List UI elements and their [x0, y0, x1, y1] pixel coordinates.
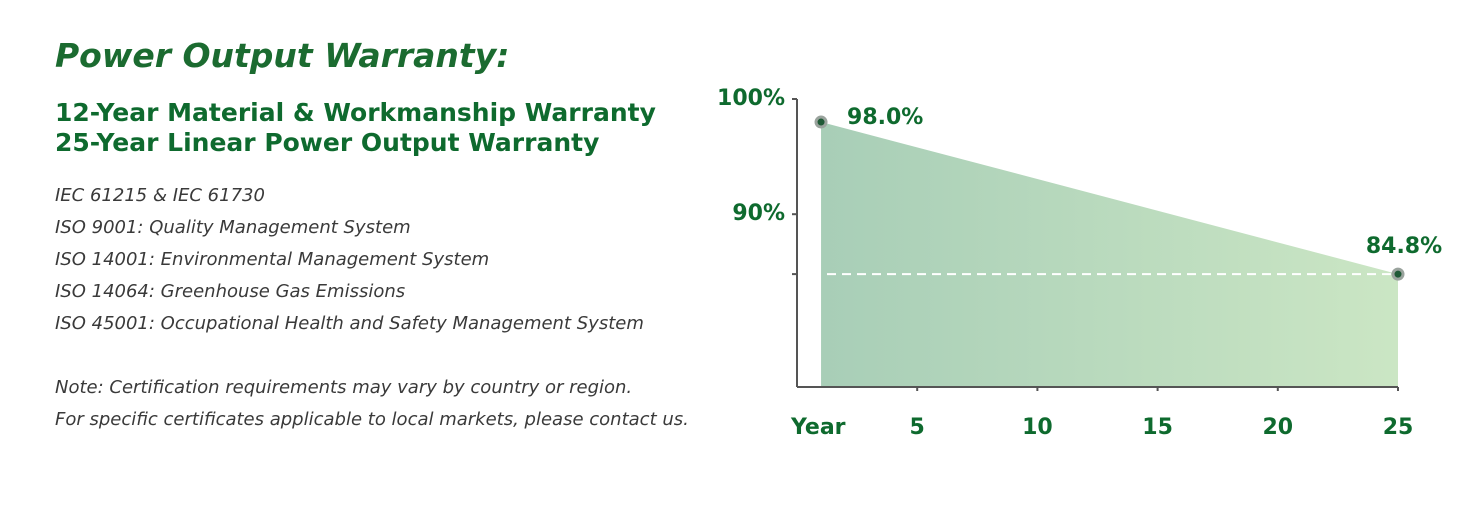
- value-label: 84.8%: [1366, 234, 1442, 259]
- x-tick-label: 5: [910, 415, 925, 440]
- x-tick-label: 10: [1022, 415, 1053, 440]
- x-axis-label: Year: [790, 415, 846, 440]
- certification: ISO 9001: Quality Management System: [55, 217, 411, 238]
- point: [814, 115, 828, 129]
- certification: ISO 45001: Occupational Health and Safet…: [55, 313, 644, 334]
- subtitle: 12-Year Material & Workmanship Warranty: [55, 98, 656, 127]
- value-label: 98.0%: [847, 105, 923, 130]
- certification: ISO 14001: Environmental Management Syst…: [55, 249, 490, 270]
- point: [1391, 267, 1405, 281]
- x-tick-label: 15: [1142, 415, 1173, 440]
- title: Power Output Warranty:: [55, 36, 510, 75]
- certification: ISO 14064: Greenhouse Gas Emissions: [55, 281, 406, 302]
- subtitle: 25-Year Linear Power Output Warranty: [55, 128, 600, 157]
- x-tick-label: 20: [1262, 415, 1293, 440]
- y-tick-label: 100%: [717, 86, 785, 111]
- note: For specific certificates applicable to …: [55, 409, 689, 430]
- certification: IEC 61215 & IEC 61730: [55, 185, 265, 206]
- x-tick-label: 25: [1383, 415, 1414, 440]
- note: Note: Certification requirements may var…: [55, 377, 633, 398]
- y-tick-label: 90%: [732, 201, 785, 226]
- area: [821, 122, 1398, 387]
